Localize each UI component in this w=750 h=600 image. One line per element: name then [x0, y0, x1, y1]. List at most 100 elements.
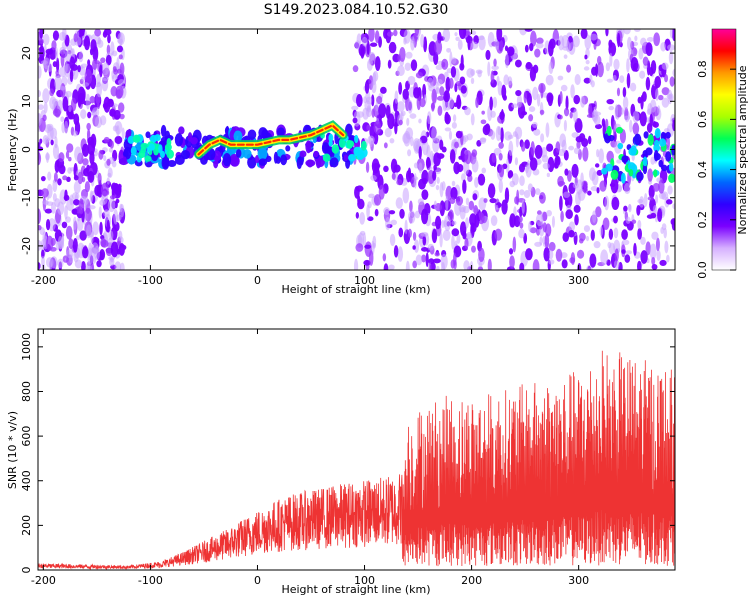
spectral-blob: [657, 94, 664, 101]
spectral-blob: [651, 256, 656, 266]
spectral-blob: [605, 163, 613, 172]
spectral-blob: [436, 78, 443, 86]
spectral-blob: [45, 151, 50, 163]
spectral-blob: [624, 254, 631, 263]
y-tick-label: 400: [20, 470, 33, 491]
spectral-blob: [73, 33, 78, 43]
spectral-blob: [573, 108, 578, 123]
spectral-blob: [407, 167, 412, 179]
spectral-blob: [615, 126, 624, 134]
spectral-blob: [119, 203, 123, 213]
spectral-blob: [592, 210, 597, 224]
spectral-blob: [83, 35, 91, 51]
spectral-blob: [114, 135, 123, 145]
spectral-blob: [561, 259, 568, 269]
spectral-blob: [507, 134, 514, 140]
colorbar: 0.0 0.2 0.4 0.6 0.8 Normalized spectral ampl…: [696, 28, 749, 279]
spectral-blob: [460, 85, 467, 94]
spectral-blob: [636, 171, 644, 182]
spectral-blob: [458, 155, 463, 160]
spectral-blob: [641, 91, 647, 102]
spectral-blob: [68, 112, 76, 120]
spectral-blob: [592, 108, 599, 123]
spectral-blob: [583, 77, 591, 84]
spectral-blob: [451, 234, 455, 250]
spectral-blob: [360, 140, 367, 151]
spectral-blob: [489, 198, 497, 204]
spectral-blob: [422, 235, 427, 246]
spectral-blob: [390, 219, 398, 226]
spectral-blob: [366, 40, 370, 55]
spectral-blob: [368, 29, 375, 42]
spectral-blob: [598, 148, 605, 164]
spectral-blob: [524, 44, 529, 53]
spectral-blob: [87, 140, 96, 156]
spectral-blob: [82, 158, 89, 166]
spectral-blob: [588, 167, 596, 181]
spectral-blob: [65, 225, 73, 240]
spectral-blob: [581, 137, 589, 148]
spectral-blob: [639, 111, 647, 127]
spectral-blob: [355, 243, 364, 252]
spectral-blob: [374, 56, 381, 72]
spectral-blob: [402, 187, 410, 204]
spectral-blob: [417, 198, 424, 206]
spectral-blob: [660, 42, 667, 52]
spectral-blob: [658, 138, 667, 147]
spectral-blob: [69, 69, 74, 82]
spectral-blob: [661, 164, 668, 172]
spectral-blob: [544, 233, 550, 249]
spectral-blob: [524, 29, 533, 32]
spectral-blob: [451, 57, 457, 64]
spectral-blob: [115, 85, 124, 99]
spectral-blob: [41, 255, 45, 267]
spectral-blob: [667, 185, 673, 195]
spectral-blob: [413, 162, 419, 169]
spectral-blob: [66, 198, 75, 212]
spectral-blob: [584, 34, 592, 50]
spectral-blob: [421, 169, 429, 185]
spectral-blob: [471, 30, 477, 36]
spectral-blob: [557, 180, 566, 186]
spectral-blob: [557, 75, 564, 81]
spectral-blob: [621, 155, 629, 164]
spectral-blob: [471, 158, 479, 173]
spectral-blob: [160, 150, 165, 159]
spectral-blob: [92, 221, 99, 236]
spectral-blob: [546, 172, 551, 178]
snr-frame: [37, 328, 676, 571]
spectral-blob: [566, 64, 572, 73]
spectral-blob: [81, 143, 90, 157]
spectral-blob: [117, 79, 126, 86]
spectral-blob: [443, 90, 450, 103]
spectral-blob: [81, 260, 86, 270]
spectral-blob: [504, 53, 509, 69]
spectral-blob: [412, 245, 416, 250]
spectral-blob: [616, 87, 621, 97]
spectral-blob: [436, 265, 440, 270]
snr-x-ticks: -200 -100 0 100 200 300: [31, 329, 589, 587]
spectral-blob: [539, 109, 545, 115]
spectral-blob: [48, 218, 56, 232]
spectral-blob: [420, 231, 429, 237]
spectral-blob: [618, 185, 622, 192]
spectral-blob: [571, 163, 579, 178]
spectral-blob: [470, 69, 476, 77]
spectral-blob: [573, 204, 581, 213]
spectral-blob: [500, 127, 504, 143]
spectral-blob: [433, 51, 439, 65]
spectral-blob: [371, 158, 380, 174]
spectral-blob: [42, 199, 49, 205]
x-tick-label: 0: [254, 574, 261, 587]
spectral-blob: [82, 82, 90, 87]
spectral-blob: [100, 237, 107, 248]
colorbar-ticks: 0.0 0.2 0.4 0.6 0.8: [696, 60, 736, 279]
spectral-blob: [125, 129, 131, 139]
spectral-blob: [610, 169, 619, 180]
spectral-blob: [395, 197, 403, 209]
spectral-blob: [93, 150, 99, 157]
spectral-blob: [497, 80, 503, 96]
spectral-blob: [462, 230, 467, 240]
spectral-blob: [487, 183, 496, 199]
spectral-blob: [668, 173, 675, 183]
